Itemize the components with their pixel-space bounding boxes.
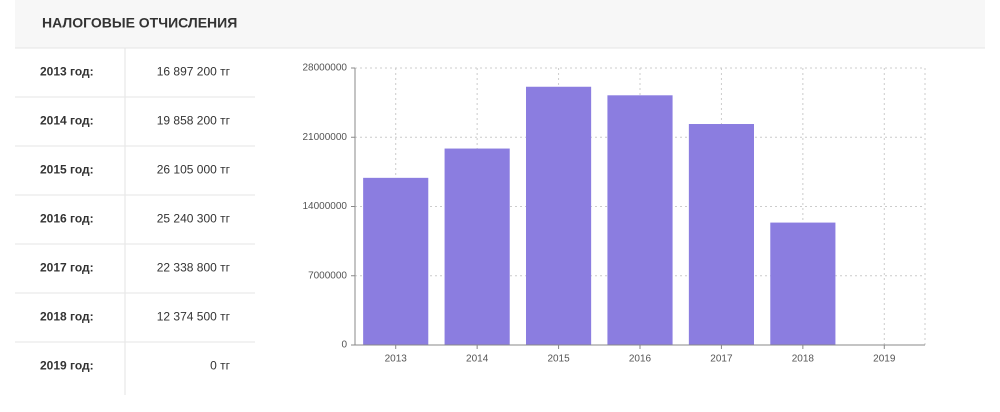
row-label: 2018 год: — [40, 310, 94, 324]
bar — [526, 86, 592, 346]
row-label: 2014 год: — [40, 114, 94, 128]
header-bar — [15, 0, 985, 48]
row-label: 2016 год: — [40, 212, 94, 226]
y-tick-label: 0 — [341, 340, 347, 351]
x-tick-label: 2017 — [710, 354, 733, 365]
row-value: 26 105 000 тг — [157, 163, 231, 177]
x-tick-label: 2018 — [792, 354, 815, 365]
row-value: 12 374 500 тг — [157, 310, 231, 324]
table: 2013 год: 16 897 200 тг 2014 год: 19 858 20… — [15, 65, 255, 373]
row-value: 19 858 200 тг — [157, 114, 231, 128]
bar — [444, 148, 510, 345]
x-tick-label: 2016 — [629, 354, 652, 365]
chart: 0 7000000 14000000 21000000 28000000 2013 2014… — [303, 63, 926, 365]
row-value: 22 338 800 тг — [157, 261, 231, 275]
y-tick-label: 28000000 — [303, 63, 348, 74]
y-tick-label: 14000000 — [303, 201, 348, 212]
bar — [770, 222, 836, 345]
x-tick-label: 2019 — [873, 354, 896, 365]
row-label: 2013 год: — [40, 65, 94, 79]
row-value: 16 897 200 тг — [157, 65, 231, 79]
x-tick-label: 2014 — [466, 354, 489, 365]
y-tick-label: 7000000 — [308, 270, 347, 281]
x-tick-label: 2013 — [385, 354, 408, 365]
row-label: 2019 год: — [40, 359, 94, 373]
bar — [363, 177, 429, 345]
bar — [607, 95, 673, 345]
section-title: НАЛОГОВЫЕ ОТЧИСЛЕНИЯ — [42, 15, 237, 31]
x-tick-label: 2015 — [547, 354, 570, 365]
row-value: 25 240 300 тг — [157, 212, 231, 226]
y-tick-label: 21000000 — [303, 132, 348, 143]
row-label: 2015 год: — [40, 163, 94, 177]
row-value: 0 тг — [210, 359, 231, 373]
bar — [688, 124, 754, 346]
row-label: 2017 год: — [40, 261, 94, 275]
